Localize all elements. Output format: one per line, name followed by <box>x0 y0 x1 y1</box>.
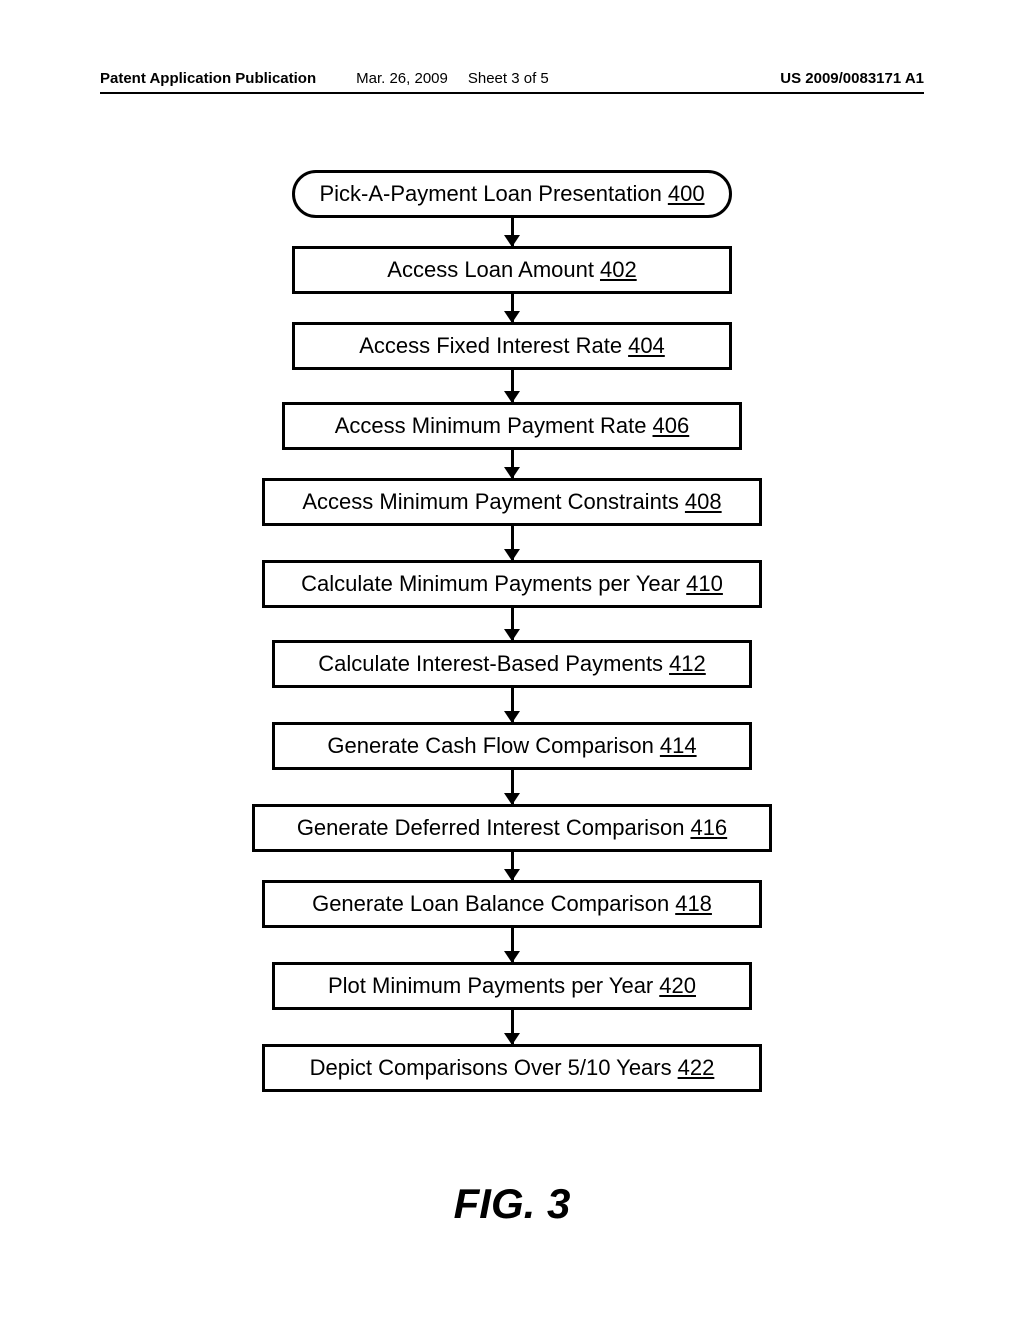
flow-node-ref: 420 <box>659 973 696 999</box>
page-header: Patent Application Publication Mar. 26, … <box>100 70 924 87</box>
flow-node-label: Access Loan Amount <box>387 257 594 283</box>
page: Patent Application Publication Mar. 26, … <box>0 0 1024 1320</box>
flow-node-416: Generate Deferred Interest Comparison 41… <box>252 804 772 852</box>
flow-node-418: Generate Loan Balance Comparison 418 <box>262 880 762 928</box>
flow-node-ref: 416 <box>690 815 727 841</box>
flow-node-ref: 422 <box>678 1055 715 1081</box>
flow-arrow <box>511 370 514 402</box>
flow-arrow <box>511 1010 514 1044</box>
flow-node-402: Access Loan Amount 402 <box>292 246 732 294</box>
flow-arrow <box>511 218 514 246</box>
flow-node-ref: 410 <box>686 571 723 597</box>
flow-arrow <box>511 608 514 640</box>
flow-node-label: Access Minimum Payment Constraints <box>302 489 679 515</box>
flow-arrow <box>511 450 514 478</box>
flow-node-422: Depict Comparisons Over 5/10 Years 422 <box>262 1044 762 1092</box>
flow-node-400: Pick-A-Payment Loan Presentation 400 <box>292 170 732 218</box>
flow-node-ref: 412 <box>669 651 706 677</box>
flow-node-label: Depict Comparisons Over 5/10 Years <box>310 1055 672 1081</box>
flow-arrow <box>511 688 514 722</box>
figure-label: FIG. 3 <box>0 1180 1024 1228</box>
flow-node-label: Generate Loan Balance Comparison <box>312 891 669 917</box>
flow-node-406: Access Minimum Payment Rate 406 <box>282 402 742 450</box>
flow-arrow <box>511 928 514 962</box>
flow-node-ref: 408 <box>685 489 722 515</box>
flow-node-label: Access Minimum Payment Rate <box>335 413 647 439</box>
flow-node-420: Plot Minimum Payments per Year 420 <box>272 962 752 1010</box>
flow-node-label: Calculate Interest-Based Payments <box>318 651 663 677</box>
flow-node-label: Calculate Minimum Payments per Year <box>301 571 680 597</box>
flow-node-410: Calculate Minimum Payments per Year 410 <box>262 560 762 608</box>
flow-node-label: Generate Deferred Interest Comparison <box>297 815 685 841</box>
flow-node-label: Access Fixed Interest Rate <box>359 333 622 359</box>
publication-label: Patent Application Publication <box>100 70 316 87</box>
header-rule <box>100 92 924 94</box>
flow-arrow <box>511 294 514 322</box>
flow-node-ref: 414 <box>660 733 697 759</box>
publication-date: Mar. 26, 2009 <box>356 70 448 87</box>
flow-node-ref: 404 <box>628 333 665 359</box>
flow-node-408: Access Minimum Payment Constraints 408 <box>262 478 762 526</box>
flow-node-412: Calculate Interest-Based Payments 412 <box>272 640 752 688</box>
flow-node-label: Pick-A-Payment Loan Presentation <box>319 181 661 207</box>
flow-node-label: Plot Minimum Payments per Year <box>328 973 653 999</box>
flow-node-ref: 400 <box>668 181 705 207</box>
publication-number: US 2009/0083171 A1 <box>780 70 924 87</box>
flow-node-label: Generate Cash Flow Comparison <box>327 733 653 759</box>
flow-node-404: Access Fixed Interest Rate 404 <box>292 322 732 370</box>
flow-node-ref: 406 <box>653 413 690 439</box>
flow-arrow <box>511 852 514 880</box>
flow-arrow <box>511 526 514 560</box>
flow-arrow <box>511 770 514 804</box>
flow-node-ref: 418 <box>675 891 712 917</box>
flowchart: Pick-A-Payment Loan Presentation 400 Acce… <box>0 170 1024 1092</box>
sheet-number: Sheet 3 of 5 <box>468 70 549 87</box>
flow-node-414: Generate Cash Flow Comparison 414 <box>272 722 752 770</box>
flow-node-ref: 402 <box>600 257 637 283</box>
